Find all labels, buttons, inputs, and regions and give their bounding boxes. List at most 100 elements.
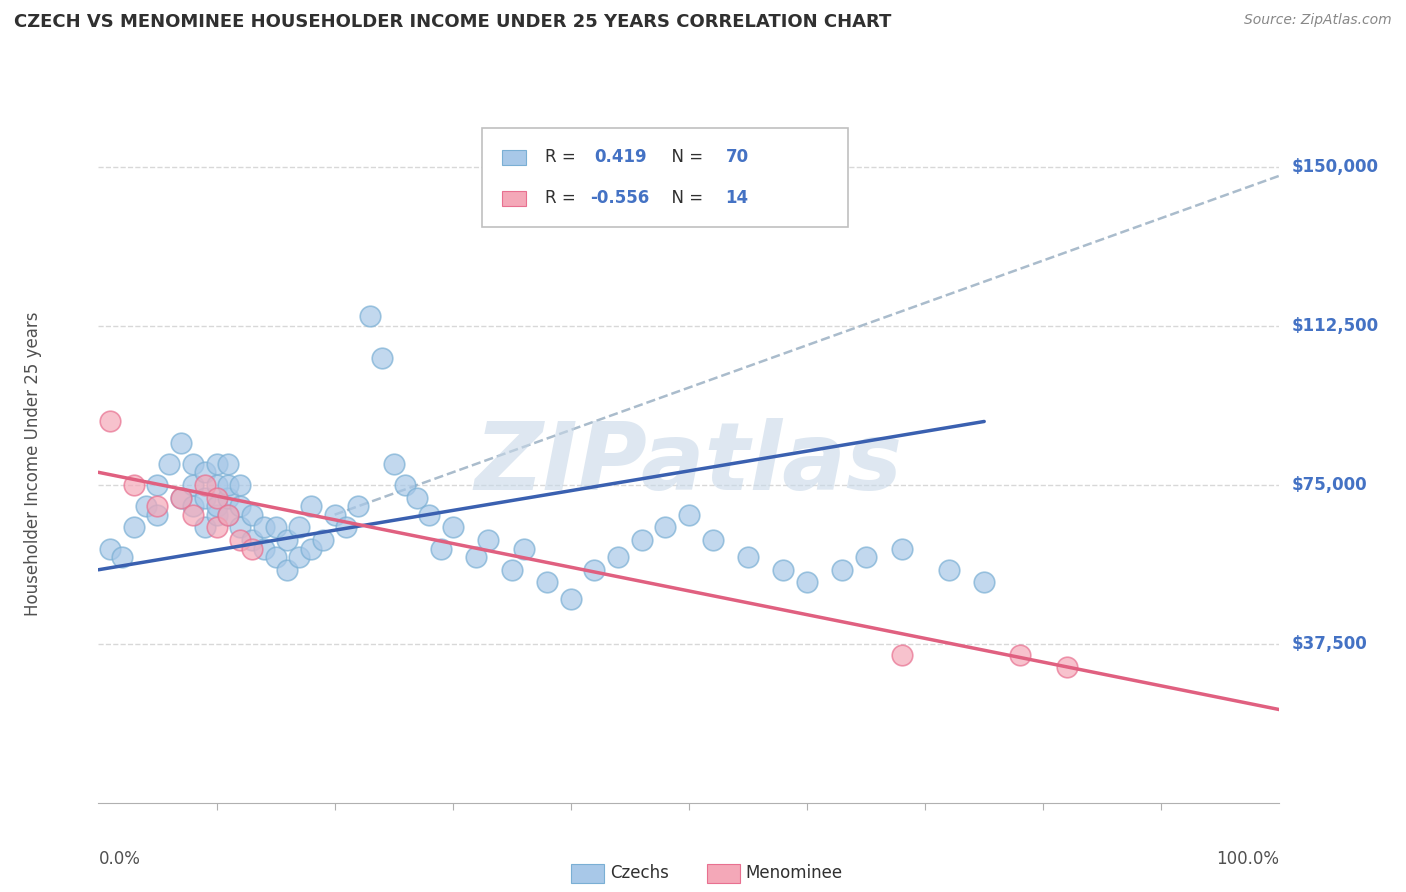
Point — [512, 541, 534, 556]
Point — [264, 549, 287, 565]
Point — [253, 520, 276, 534]
Point — [678, 508, 700, 522]
Point — [205, 478, 228, 492]
Point — [194, 491, 217, 505]
Point — [890, 541, 912, 556]
Point — [347, 500, 370, 514]
Text: 0.0%: 0.0% — [98, 850, 141, 868]
Point — [560, 592, 582, 607]
Point — [264, 520, 287, 534]
Point — [205, 500, 228, 514]
Point — [240, 508, 263, 522]
Point — [1008, 648, 1031, 662]
Bar — [502, 191, 526, 205]
Point — [146, 500, 169, 514]
Text: -0.556: -0.556 — [589, 189, 650, 207]
Point — [205, 520, 228, 534]
Text: $37,500: $37,500 — [1291, 635, 1367, 653]
Point — [465, 549, 488, 565]
Point — [229, 478, 252, 492]
Point — [312, 533, 335, 547]
Bar — [707, 863, 740, 883]
Point — [607, 549, 630, 565]
Text: Menominee: Menominee — [745, 864, 842, 882]
Point — [194, 478, 217, 492]
Point — [205, 491, 228, 505]
Point — [796, 575, 818, 590]
Point — [938, 563, 960, 577]
Point — [146, 478, 169, 492]
Point — [217, 491, 239, 505]
Point — [181, 500, 204, 514]
Text: CZECH VS MENOMINEE HOUSEHOLDER INCOME UNDER 25 YEARS CORRELATION CHART: CZECH VS MENOMINEE HOUSEHOLDER INCOME UN… — [14, 13, 891, 31]
Point — [973, 575, 995, 590]
Point — [122, 520, 145, 534]
Text: $150,000: $150,000 — [1291, 158, 1378, 177]
Point — [288, 549, 311, 565]
Point — [240, 533, 263, 547]
Point — [98, 541, 121, 556]
Point — [181, 508, 204, 522]
Point — [890, 648, 912, 662]
Point — [772, 563, 794, 577]
Point — [1056, 660, 1078, 674]
Point — [253, 541, 276, 556]
Point — [181, 457, 204, 471]
Text: 0.419: 0.419 — [595, 148, 647, 167]
Point — [430, 541, 453, 556]
Point — [288, 520, 311, 534]
Text: 14: 14 — [725, 189, 748, 207]
Text: ZIPatlas: ZIPatlas — [475, 417, 903, 510]
Point — [299, 541, 322, 556]
Point — [170, 435, 193, 450]
Point — [406, 491, 429, 505]
Point — [157, 457, 180, 471]
Point — [583, 563, 606, 577]
Point — [536, 575, 558, 590]
Text: N =: N = — [661, 148, 703, 167]
Text: N =: N = — [661, 189, 703, 207]
Point — [418, 508, 440, 522]
Point — [205, 508, 228, 522]
Point — [146, 508, 169, 522]
Point — [323, 508, 346, 522]
Text: 70: 70 — [725, 148, 748, 167]
Point — [98, 414, 121, 428]
Point — [229, 500, 252, 514]
Point — [194, 520, 217, 534]
Text: $112,500: $112,500 — [1291, 318, 1378, 335]
Point — [276, 563, 298, 577]
Text: R =: R = — [546, 148, 581, 167]
Point — [240, 541, 263, 556]
Point — [205, 457, 228, 471]
Point — [371, 351, 394, 365]
Point — [335, 520, 357, 534]
Text: $75,000: $75,000 — [1291, 476, 1367, 494]
Point — [831, 563, 853, 577]
Text: Householder Income Under 25 years: Householder Income Under 25 years — [24, 311, 42, 616]
Point — [702, 533, 724, 547]
Text: R =: R = — [546, 189, 575, 207]
Point — [630, 533, 652, 547]
Point — [135, 500, 157, 514]
Text: Czechs: Czechs — [610, 864, 669, 882]
Point — [737, 549, 759, 565]
Point — [382, 457, 405, 471]
Point — [122, 478, 145, 492]
Point — [217, 508, 239, 522]
Point — [111, 549, 134, 565]
Bar — [571, 863, 605, 883]
Point — [855, 549, 877, 565]
Bar — [502, 150, 526, 165]
Point — [441, 520, 464, 534]
Point — [217, 508, 239, 522]
Point — [394, 478, 416, 492]
Point — [299, 500, 322, 514]
Point — [229, 533, 252, 547]
Point — [217, 457, 239, 471]
Point — [194, 466, 217, 480]
Text: 100.0%: 100.0% — [1216, 850, 1279, 868]
Point — [181, 478, 204, 492]
Point — [276, 533, 298, 547]
FancyBboxPatch shape — [482, 128, 848, 227]
